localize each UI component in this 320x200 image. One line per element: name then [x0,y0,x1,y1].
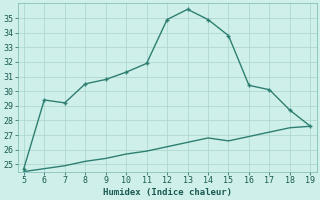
X-axis label: Humidex (Indice chaleur): Humidex (Indice chaleur) [103,188,232,197]
